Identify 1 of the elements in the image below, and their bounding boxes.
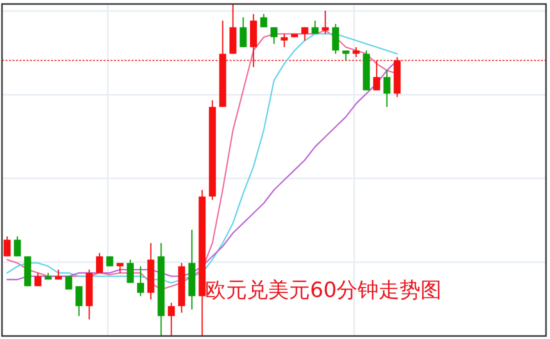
title: 欧元兑美元60分钟走势图 [205,278,442,302]
